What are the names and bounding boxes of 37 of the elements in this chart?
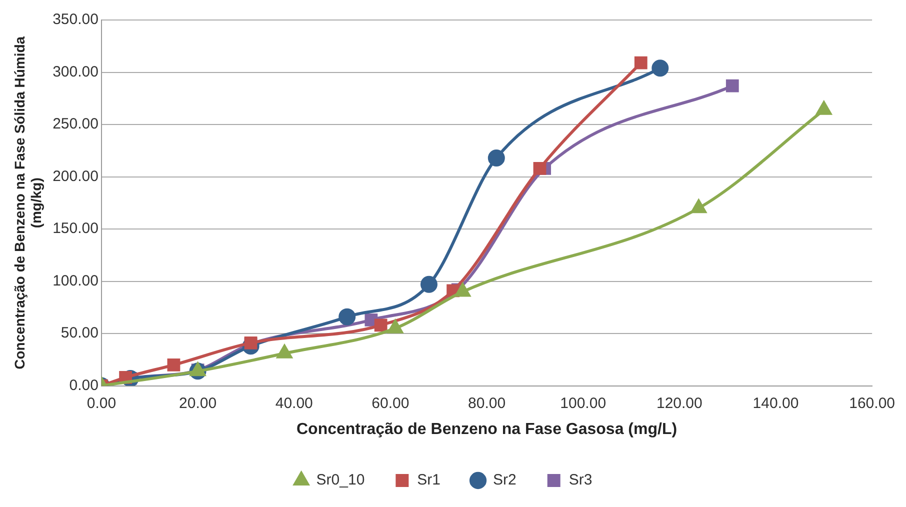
point — [420, 276, 438, 293]
legend-label: Sr0_10 — [316, 472, 365, 489]
y-tick-label: 200.00 — [52, 168, 98, 185]
point — [652, 60, 669, 77]
point — [388, 320, 403, 334]
y-tick-label: 150.00 — [52, 220, 98, 238]
legend-label: Sr2 — [493, 472, 516, 489]
legend-label: Sr1 — [417, 472, 441, 489]
point — [455, 283, 470, 297]
point — [726, 79, 739, 92]
x-tick-label: 80.00 — [468, 394, 506, 412]
x-tick-label: 160.00 — [849, 394, 896, 412]
point — [634, 56, 648, 70]
x-tick-label: 20.00 — [179, 394, 217, 412]
point — [488, 149, 505, 166]
y-tick-label: 250.00 — [52, 116, 98, 133]
point — [338, 308, 356, 326]
point — [364, 314, 378, 326]
y-tick-label: 0.00 — [69, 376, 98, 394]
point — [533, 162, 546, 175]
y-tick-label: 300.00 — [52, 63, 98, 80]
point — [167, 358, 180, 372]
y-axis-title: Concentração de Benzeno na Fase Sólida Húmida (mg/kg) — [11, 36, 44, 370]
point — [374, 318, 388, 332]
legend-label: Sr3 — [568, 472, 592, 489]
x-tick-label: 100.00 — [560, 394, 606, 412]
x-tick-label: 0.00 — [86, 394, 116, 412]
x-tick-label: 40.00 — [275, 394, 313, 412]
x-tick-label: 120.00 — [656, 394, 702, 412]
point — [691, 200, 706, 214]
x-tick-label: 140.00 — [752, 394, 799, 412]
x-tick-label: 60.00 — [372, 394, 410, 412]
y-tick-label: 350.00 — [52, 11, 98, 28]
point — [276, 344, 292, 358]
x-axis-title: Concentração de Benzeno na Fase Gasosa (mg/L) — [296, 420, 678, 438]
y-tick-label: 100.00 — [52, 272, 98, 290]
y-tick-label: 50.00 — [60, 324, 98, 342]
